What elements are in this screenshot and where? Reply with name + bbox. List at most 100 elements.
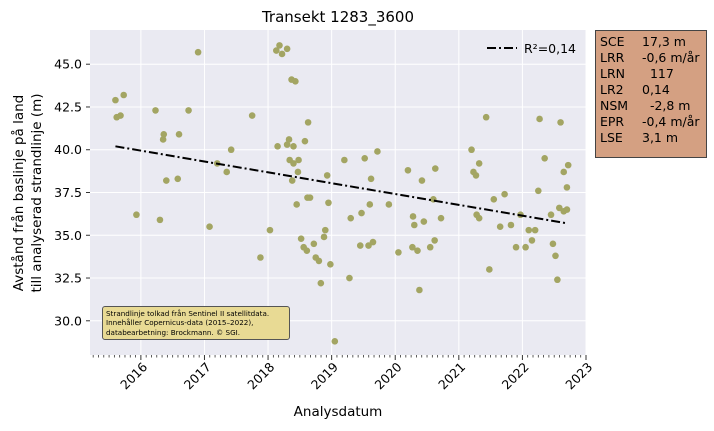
data-point xyxy=(160,131,168,138)
stat-row-lse: LSE 3,1 m xyxy=(600,130,706,146)
data-point xyxy=(306,194,314,201)
data-point xyxy=(490,196,498,203)
data-point xyxy=(297,235,305,242)
data-point xyxy=(320,233,328,241)
data-point xyxy=(257,254,264,261)
x-tick-label: 2022 xyxy=(499,359,532,392)
legend-label: R²=0,14 xyxy=(524,41,576,56)
data-point xyxy=(290,143,297,150)
data-point xyxy=(555,204,563,212)
note-line: Strandlinje tolkad från Sentinel II sate… xyxy=(106,309,270,318)
data-point xyxy=(248,112,256,119)
data-point xyxy=(431,237,438,244)
data-point xyxy=(133,211,140,219)
stat-value: 3,1 m xyxy=(642,130,679,145)
legend: R²=0,14 xyxy=(487,41,576,56)
data-point xyxy=(206,223,213,231)
stat-value: -2,8 m xyxy=(642,98,691,113)
data-point xyxy=(325,199,332,207)
y-tick-label: 37.5 xyxy=(54,185,82,200)
y-tick-label: 40.0 xyxy=(54,142,82,157)
y-axis: 30.0 32.5 35.0 37.5 40.0 42.5 45.0 xyxy=(54,57,90,328)
data-point xyxy=(283,141,291,148)
stat-row-sce: SCE 17,3 m xyxy=(600,34,706,50)
x-tick-label: 2023 xyxy=(562,359,595,392)
data-point xyxy=(321,226,329,234)
data-point xyxy=(292,78,299,85)
data-point xyxy=(323,172,331,179)
data-points xyxy=(112,42,572,345)
data-point xyxy=(486,266,493,273)
data-point xyxy=(358,209,365,217)
y-tick-label: 32.5 xyxy=(54,271,82,286)
stat-key: SCE xyxy=(600,34,625,49)
data-point xyxy=(341,156,348,164)
data-point xyxy=(278,50,286,58)
data-point xyxy=(152,107,159,114)
y-tick-label: 35.0 xyxy=(54,228,82,243)
note-line: Innehåller Copernicus-data (2015–2022), xyxy=(106,318,254,328)
data-point xyxy=(175,131,183,138)
note-line: databearbetning: Brockmann. © SGI. xyxy=(106,327,241,337)
stat-value: 17,3 m xyxy=(642,34,686,49)
x-tick-label: 2016 xyxy=(117,359,150,392)
data-point xyxy=(304,119,312,126)
data-point xyxy=(528,237,536,244)
data-point xyxy=(294,168,302,176)
data-point xyxy=(468,146,475,154)
data-point xyxy=(223,168,231,176)
x-axis: 2016 2017 2018 2019 2020 2021 2022 2023 xyxy=(92,355,595,392)
data-point xyxy=(301,137,309,145)
x-tick-label: 2019 xyxy=(308,359,341,392)
data-point xyxy=(374,148,381,155)
data-point xyxy=(531,226,539,234)
data-point xyxy=(507,221,515,229)
data-point xyxy=(310,240,318,248)
data-point xyxy=(557,119,564,126)
data-point xyxy=(327,261,334,268)
stat-row-lr2: LR2 0,14 xyxy=(600,82,706,98)
data-point xyxy=(411,221,418,229)
data-point xyxy=(273,47,280,54)
data-point xyxy=(317,279,325,287)
stat-row-lrn: LRN 117 xyxy=(600,66,706,82)
data-point xyxy=(293,201,300,208)
y-tick-label: 42.5 xyxy=(54,99,82,114)
data-point xyxy=(437,214,445,222)
data-point xyxy=(283,45,291,53)
data-point xyxy=(522,243,529,251)
data-point xyxy=(395,249,402,256)
data-point xyxy=(347,214,355,222)
data-point xyxy=(156,216,164,224)
stat-key: LSE xyxy=(600,130,623,145)
data-point xyxy=(475,214,483,222)
data-point xyxy=(535,187,542,195)
stat-row-epr: EPR -0,4 m/år xyxy=(600,114,706,130)
data-point xyxy=(274,143,281,150)
data-point xyxy=(385,201,393,208)
data-point xyxy=(356,242,364,249)
trend-line xyxy=(115,145,568,225)
data-point xyxy=(276,42,283,49)
data-point xyxy=(120,91,128,99)
data-point xyxy=(554,276,561,284)
data-point xyxy=(426,243,434,251)
data-point xyxy=(501,190,508,198)
data-point xyxy=(418,177,426,184)
data-point xyxy=(552,252,559,260)
stat-value: 0,14 xyxy=(642,82,670,97)
data-point xyxy=(416,286,423,294)
data-point xyxy=(288,177,296,184)
data-point xyxy=(159,136,167,143)
data-point xyxy=(194,48,202,56)
data-point xyxy=(112,96,119,104)
data-point xyxy=(346,274,353,282)
data-point xyxy=(420,218,428,225)
data-point xyxy=(266,226,274,234)
data-point xyxy=(525,226,533,234)
chart-title: Transekt 1283_3600 xyxy=(261,8,414,27)
y-axis-label: Avstånd från baslinje på land xyxy=(10,95,27,291)
stat-key: EPR xyxy=(600,114,625,129)
x-tick-label: 2021 xyxy=(435,359,468,392)
data-point xyxy=(409,243,416,251)
